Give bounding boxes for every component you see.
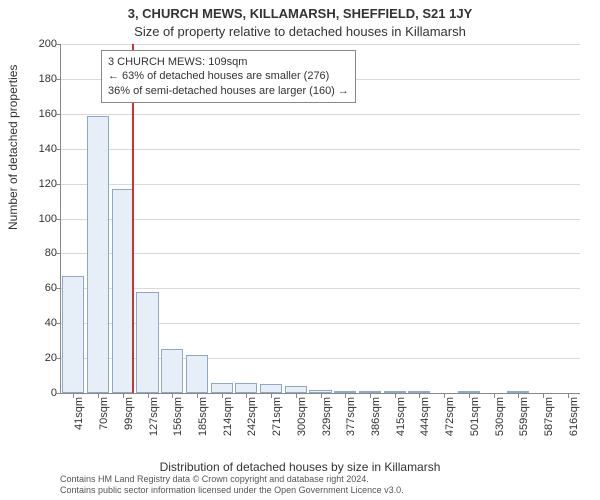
y-tick-label: 200 [39, 38, 57, 50]
x-tick-label: 444sqm [419, 397, 431, 436]
annotation-box: 3 CHURCH MEWS: 109sqm ← 63% of detached … [101, 50, 356, 103]
gridline [61, 219, 580, 220]
x-tick-label: 156sqm [172, 397, 184, 436]
x-tick-mark [345, 393, 346, 398]
x-tick-label: 559sqm [518, 397, 530, 436]
histogram-bar [112, 189, 134, 393]
y-tick-label: 180 [39, 73, 57, 85]
x-tick-label: 300sqm [296, 397, 308, 436]
x-tick-label: 242sqm [246, 397, 258, 436]
x-tick-mark [543, 393, 544, 398]
x-tick-mark [172, 393, 173, 398]
x-tick-mark [296, 393, 297, 398]
histogram-bar [235, 383, 257, 393]
x-tick-mark [73, 393, 74, 398]
x-tick-label: 377sqm [345, 397, 357, 436]
y-tick-mark [56, 149, 61, 150]
x-tick-mark [395, 393, 396, 398]
histogram-bar [260, 384, 282, 393]
x-tick-mark [271, 393, 272, 398]
y-tick-mark [56, 288, 61, 289]
x-tick-label: 185sqm [197, 397, 209, 436]
y-tick-label: 160 [39, 108, 57, 120]
y-tick-mark [56, 184, 61, 185]
x-tick-label: 530sqm [494, 397, 506, 436]
footer-line2: Contains public sector information licen… [60, 485, 580, 496]
y-tick-mark [56, 393, 61, 394]
x-tick-label: 415sqm [395, 397, 407, 436]
x-tick-mark [518, 393, 519, 398]
x-tick-mark [148, 393, 149, 398]
histogram-bar [62, 276, 84, 393]
histogram-bar [136, 292, 158, 393]
x-tick-mark [370, 393, 371, 398]
histogram-bar [186, 355, 208, 393]
gridline [61, 149, 580, 150]
x-tick-label: 329sqm [321, 397, 333, 436]
x-tick-label: 587sqm [543, 397, 555, 436]
histogram-bar [285, 386, 307, 393]
y-tick-label: 100 [39, 213, 57, 225]
x-tick-mark [444, 393, 445, 398]
histogram-bar [161, 349, 183, 393]
x-tick-label: 616sqm [568, 397, 580, 436]
x-tick-label: 214sqm [222, 397, 234, 436]
histogram-bar [211, 383, 233, 393]
gridline [61, 253, 580, 254]
x-tick-mark [469, 393, 470, 398]
x-tick-label: 472sqm [444, 397, 456, 436]
y-tick-mark [56, 79, 61, 80]
plot-area: 02040608010012014016018020041sqm70sqm99s… [60, 44, 580, 394]
page-title-line1: 3, CHURCH MEWS, KILLAMARSH, SHEFFIELD, S… [0, 6, 600, 21]
annotation-line3: 36% of semi-detached houses are larger (… [108, 84, 349, 98]
y-tick-label: 140 [39, 143, 57, 155]
gridline [61, 184, 580, 185]
annotation-line1: 3 CHURCH MEWS: 109sqm [108, 55, 349, 69]
x-tick-mark [222, 393, 223, 398]
x-tick-label: 127sqm [148, 397, 160, 436]
x-tick-label: 99sqm [123, 397, 135, 430]
y-tick-mark [56, 44, 61, 45]
page-title-line2: Size of property relative to detached ho… [0, 24, 600, 39]
y-tick-mark [56, 323, 61, 324]
x-tick-mark [568, 393, 569, 398]
x-tick-mark [321, 393, 322, 398]
x-tick-mark [197, 393, 198, 398]
x-tick-label: 386sqm [370, 397, 382, 436]
x-tick-label: 501sqm [469, 397, 481, 436]
gridline [61, 44, 580, 45]
x-tick-mark [123, 393, 124, 398]
histogram-bar [87, 116, 109, 393]
y-axis-label: Number of detached properties [6, 65, 20, 230]
x-axis-label: Distribution of detached houses by size … [0, 460, 600, 474]
x-tick-mark [98, 393, 99, 398]
y-tick-label: 120 [39, 178, 57, 190]
gridline [61, 114, 580, 115]
x-tick-mark [494, 393, 495, 398]
x-tick-mark [246, 393, 247, 398]
gridline [61, 288, 580, 289]
x-tick-mark [419, 393, 420, 398]
x-tick-label: 70sqm [98, 397, 110, 430]
x-tick-label: 271sqm [271, 397, 283, 436]
y-tick-mark [56, 253, 61, 254]
y-tick-mark [56, 219, 61, 220]
footer-line1: Contains HM Land Registry data © Crown c… [60, 474, 580, 485]
chart-container: 3, CHURCH MEWS, KILLAMARSH, SHEFFIELD, S… [0, 0, 600, 500]
annotation-line2: ← 63% of detached houses are smaller (27… [108, 69, 349, 83]
footer-text: Contains HM Land Registry data © Crown c… [60, 474, 580, 496]
y-tick-mark [56, 114, 61, 115]
x-tick-label: 41sqm [73, 397, 85, 430]
y-tick-mark [56, 358, 61, 359]
